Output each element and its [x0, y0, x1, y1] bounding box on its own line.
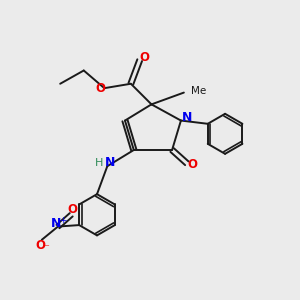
Text: +: + — [58, 216, 66, 225]
Text: O: O — [95, 82, 105, 95]
Text: N: N — [105, 156, 116, 169]
Text: O: O — [68, 203, 78, 216]
Text: O: O — [187, 158, 197, 171]
Text: N: N — [51, 217, 62, 230]
Text: H: H — [95, 158, 103, 168]
Text: N: N — [182, 110, 193, 124]
Text: Me: Me — [191, 86, 206, 96]
Text: O: O — [35, 238, 45, 252]
Text: ⁻: ⁻ — [43, 243, 49, 253]
Text: O: O — [139, 51, 149, 64]
